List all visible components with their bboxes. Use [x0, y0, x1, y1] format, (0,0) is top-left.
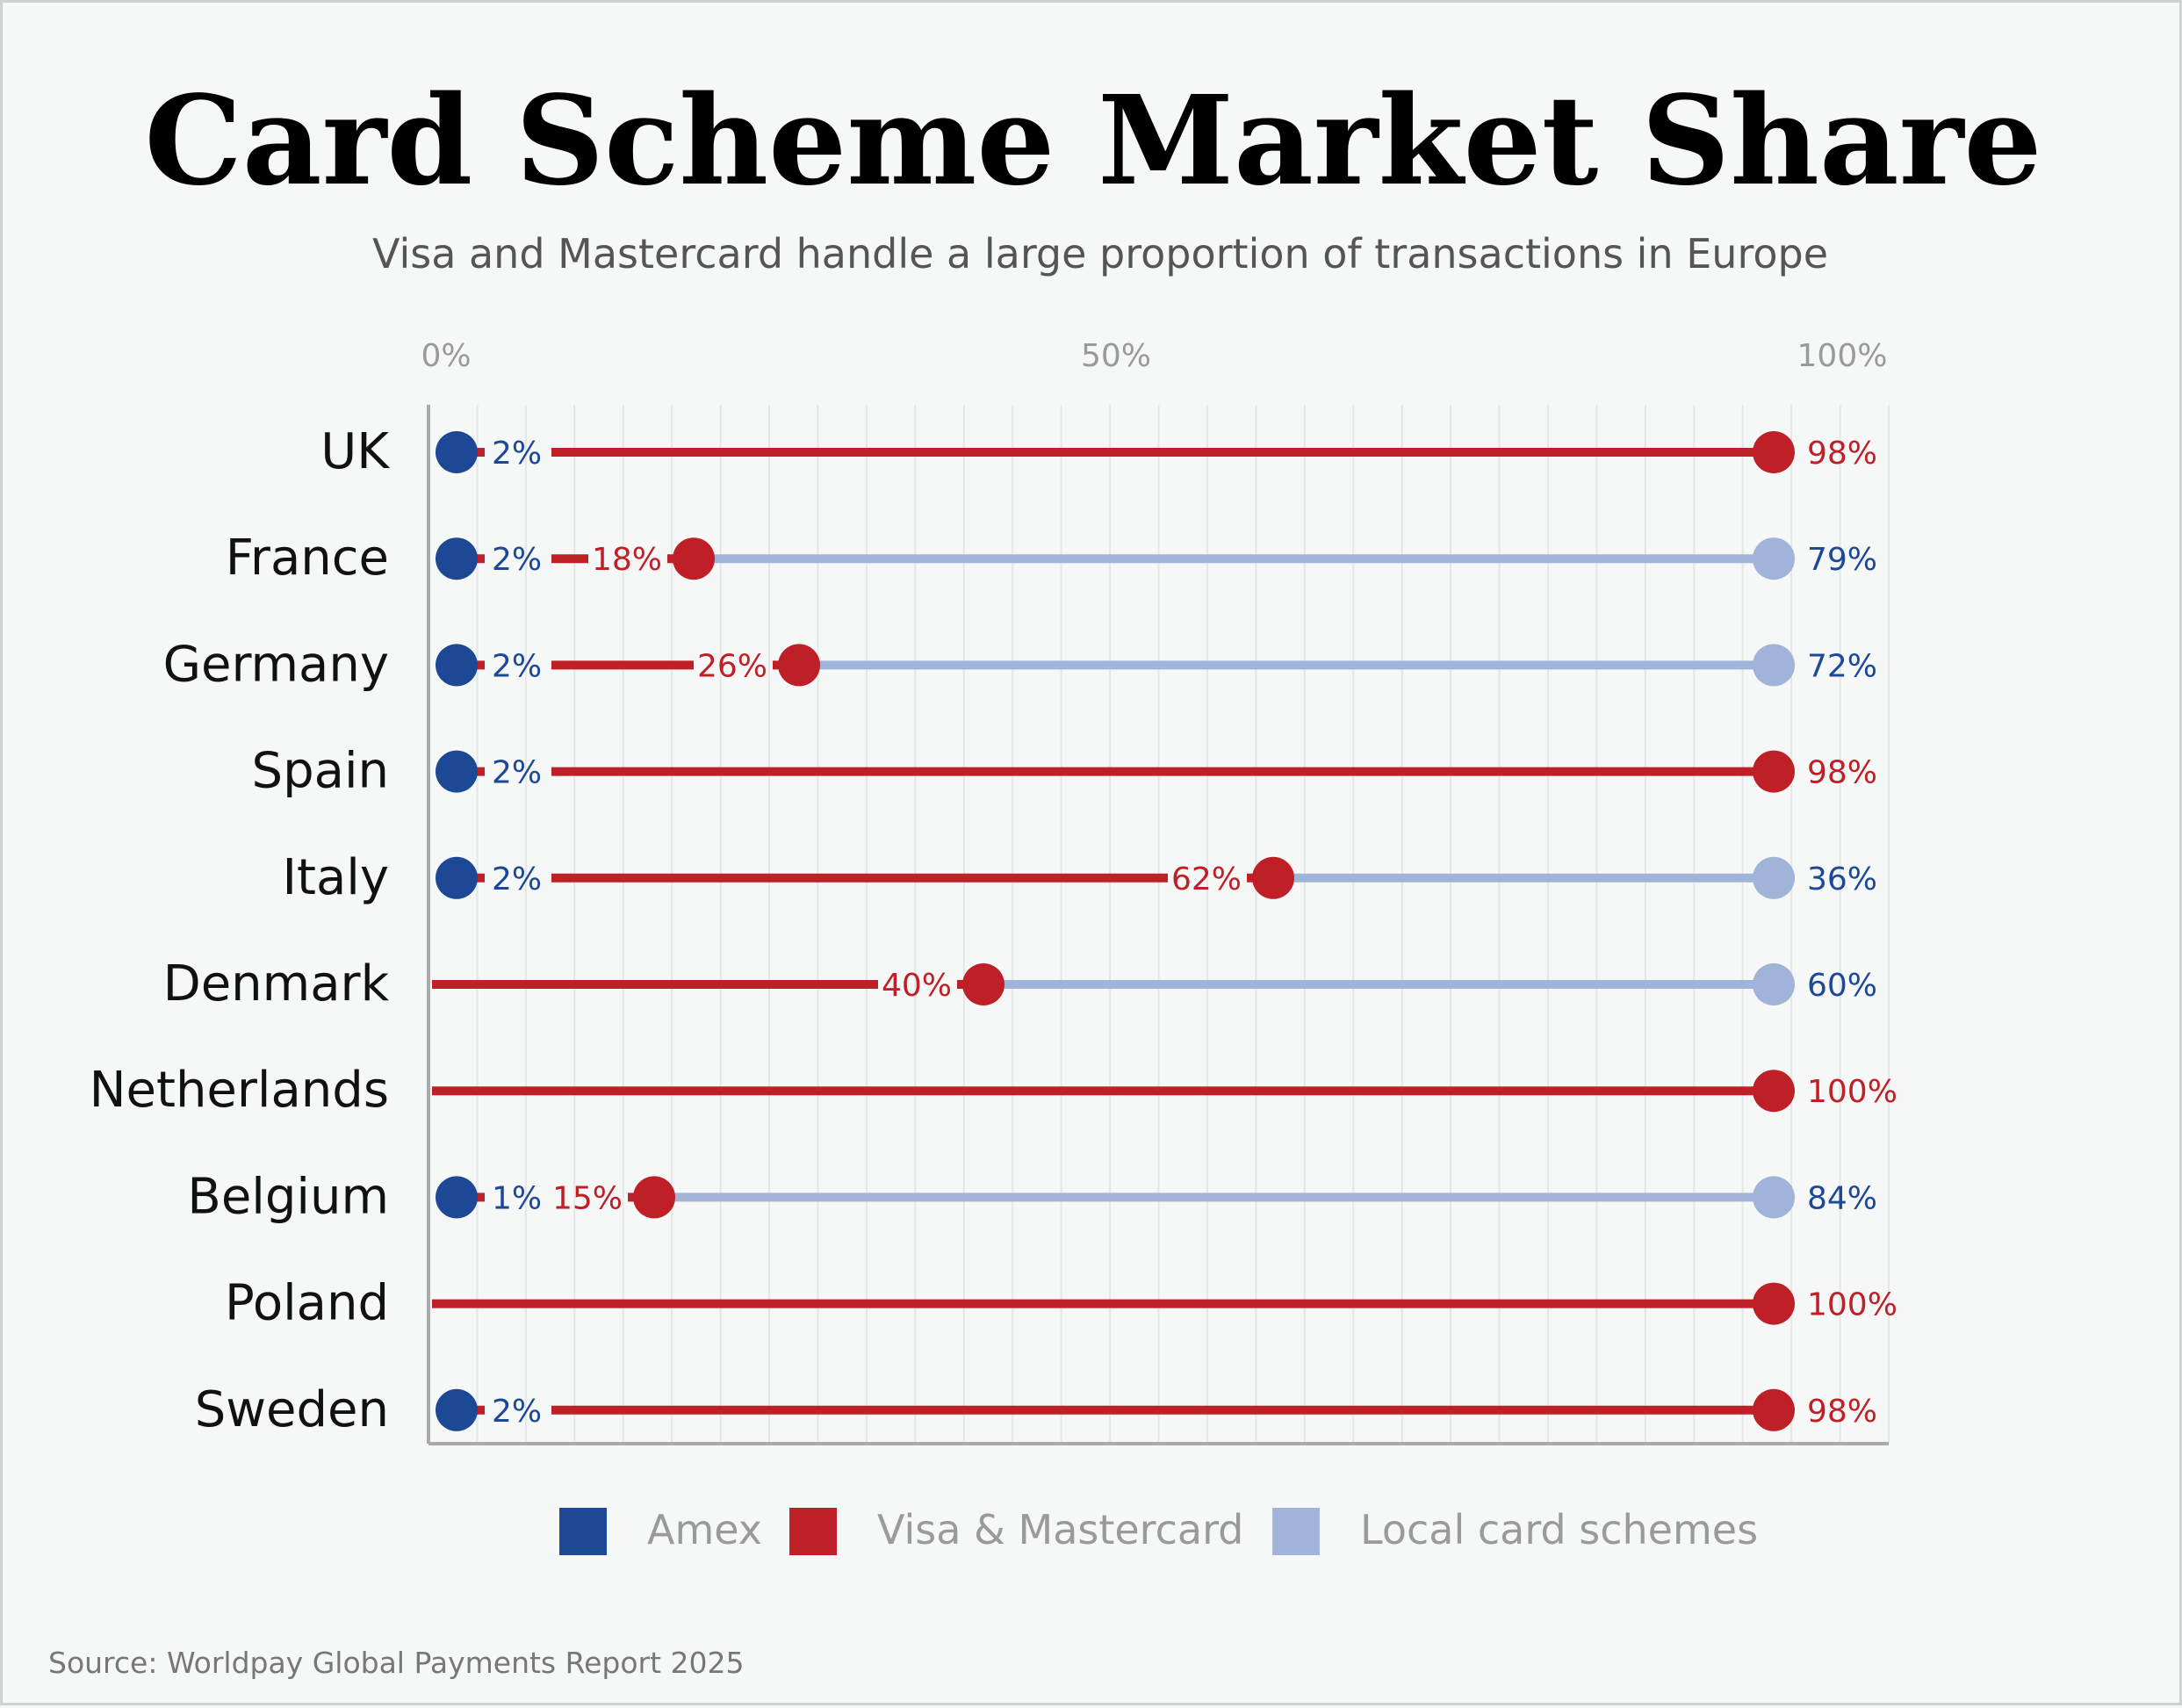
category-label: Netherlands — [90, 1062, 389, 1119]
category-label: France — [226, 530, 389, 587]
legend-swatch — [1272, 1508, 1320, 1555]
visa-mc-value-label: 62% — [1171, 861, 1242, 897]
row-netherlands: Netherlands 100% — [90, 1062, 1898, 1119]
row-france: France 2% 18% 79% — [226, 530, 1877, 587]
amex-value-label: 2% — [492, 755, 542, 791]
visa-mc-value-label: 98% — [1807, 436, 1877, 472]
x-tick-label: 0% — [421, 338, 471, 374]
visa-mc-value-label: 15% — [552, 1180, 623, 1216]
legend: Amex Visa & Mastercard Local card schemes — [559, 1506, 1758, 1555]
amex-dot — [436, 856, 478, 899]
visa-mc-value-label: 98% — [1807, 1394, 1877, 1430]
local-value-label: 84% — [1807, 1180, 1877, 1216]
amex-value-label: 2% — [492, 1394, 542, 1430]
visa-mc-dot — [633, 1176, 675, 1219]
amex-dot — [436, 1388, 478, 1431]
row-germany: Germany 2% 26% 72% — [163, 636, 1877, 693]
amex-dot — [436, 644, 478, 687]
source-note: Source: Worldpay Global Payments Report … — [48, 1646, 744, 1680]
category-label: Germany — [163, 636, 389, 693]
legend-swatch — [559, 1508, 607, 1555]
category-label: UK — [320, 423, 390, 480]
visa-mc-value-label: 100% — [1807, 1074, 1898, 1110]
visa-mc-dot — [962, 963, 1005, 1005]
legend-swatch — [789, 1508, 837, 1555]
row-spain: Spain 2% 98% — [252, 743, 1877, 800]
amex-value-label: 1% — [492, 1180, 542, 1216]
row-poland: Poland 100% — [225, 1275, 1898, 1332]
legend-label: Local card schemes — [1360, 1506, 1758, 1553]
amex-dot — [436, 537, 478, 580]
visa-mc-dot — [1753, 1282, 1795, 1325]
x-tick-label: 50% — [1081, 338, 1151, 374]
amex-value-label: 2% — [492, 542, 542, 578]
amex-value-label: 2% — [492, 861, 542, 897]
amex-value-label: 2% — [492, 436, 542, 472]
category-label: Poland — [225, 1275, 389, 1332]
local-scheme-dot — [1753, 963, 1795, 1005]
amex-dot — [436, 1176, 478, 1219]
x-tick-labels: 0% 50% 100% — [421, 338, 1887, 374]
visa-mc-dot — [1753, 1388, 1795, 1431]
legend-label: Amex — [647, 1506, 762, 1553]
category-label: Italy — [283, 849, 390, 906]
visa-mc-dot — [673, 537, 715, 580]
row-sweden: Sweden 2% 98% — [195, 1381, 1877, 1438]
visa-mc-dot — [1753, 1070, 1795, 1113]
visa-mc-value-label: 40% — [882, 968, 952, 1004]
local-value-label: 79% — [1807, 542, 1877, 578]
local-value-label: 36% — [1807, 861, 1877, 897]
legend-item-visa_mc: Visa & Mastercard — [789, 1506, 1243, 1555]
category-label: Sweden — [195, 1381, 389, 1438]
chart-rows: UK 2% 98% France 2% 18% 79% Germany 2% 26% 72% Spai… — [90, 423, 1898, 1438]
visa-mc-dot — [1252, 856, 1294, 899]
visa-mc-dot — [1753, 431, 1795, 473]
category-label: Belgium — [187, 1168, 389, 1225]
local-scheme-dot — [1753, 644, 1795, 687]
chart-subtitle: Visa and Mastercard handle a large propo… — [372, 230, 1828, 277]
visa-mc-value-label: 100% — [1807, 1287, 1898, 1323]
local-value-label: 72% — [1807, 648, 1877, 684]
visa-mc-value-label: 26% — [697, 648, 767, 684]
legend-item-amex: Amex — [559, 1506, 762, 1555]
category-label: Spain — [252, 743, 389, 800]
row-italy: Italy 2% 62% 36% — [283, 849, 1878, 906]
local-scheme-dot — [1753, 856, 1795, 899]
row-denmark: Denmark 40% 60% — [163, 955, 1877, 1013]
visa-mc-value-label: 18% — [592, 542, 662, 578]
row-belgium: Belgium 1% 15% 84% — [187, 1168, 1877, 1225]
legend-label: Visa & Mastercard — [877, 1506, 1243, 1553]
x-tick-label: 100% — [1797, 338, 1888, 374]
local-value-label: 60% — [1807, 968, 1877, 1004]
chart: Card Scheme Market Share Visa and Master… — [48, 69, 2042, 1680]
amex-dot — [436, 750, 478, 793]
visa-mc-dot — [778, 644, 820, 687]
local-scheme-dot — [1753, 537, 1795, 580]
amex-value-label: 2% — [492, 648, 542, 684]
legend-item-local: Local card schemes — [1272, 1506, 1758, 1555]
gridlines — [476, 405, 1890, 1444]
row-uk: UK 2% 98% — [320, 423, 1877, 480]
local-scheme-dot — [1753, 1176, 1795, 1219]
visa-mc-value-label: 98% — [1807, 755, 1877, 791]
visa-mc-dot — [1753, 750, 1795, 793]
category-label: Denmark — [163, 955, 390, 1013]
chart-title: Card Scheme Market Share — [144, 69, 2042, 213]
amex-dot — [436, 431, 478, 473]
axes — [427, 405, 1889, 1445]
